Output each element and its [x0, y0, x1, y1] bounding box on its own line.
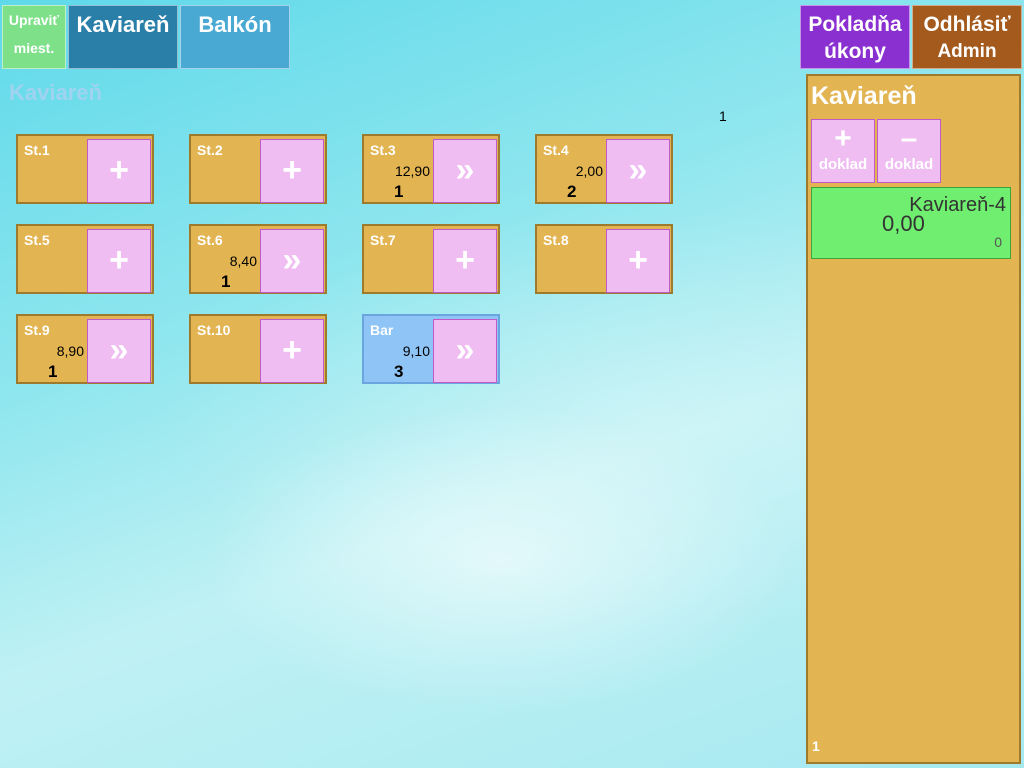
enter-table-chevron-button[interactable]: »	[433, 139, 497, 203]
table-name: St.5	[24, 232, 50, 248]
add-receipt-button[interactable]: + doklad	[811, 119, 875, 183]
edit-places-button[interactable]: Upraviť miest.	[2, 5, 66, 69]
table-receipt-count: 1	[221, 272, 231, 291]
edit-places-label-1: Upraviť	[8, 12, 60, 28]
open-table-plus-button[interactable]: +	[260, 319, 324, 383]
tab-balkon[interactable]: Balkón	[180, 5, 290, 69]
open-table-plus-button[interactable]: +	[87, 229, 151, 293]
table-amount: 9,10	[402, 343, 430, 359]
table-tile-st7[interactable]: St.7 +	[362, 224, 500, 294]
table-name: St.6	[197, 232, 223, 248]
table-tile-st3[interactable]: St.3 12,90 1 »	[362, 134, 500, 204]
table-tile-st9[interactable]: St.9 8,90 1 »	[16, 314, 154, 384]
table-name: St.1	[24, 142, 50, 158]
enter-table-chevron-button[interactable]: »	[87, 319, 151, 383]
table-name: St.9	[24, 322, 50, 338]
remove-receipt-label: doklad	[884, 156, 934, 173]
tab-kaviaren[interactable]: Kaviareň	[68, 5, 178, 69]
remove-receipt-button[interactable]: – doklad	[877, 119, 941, 183]
page-indicator: 1	[719, 108, 727, 124]
receipts-panel: Kaviareň + doklad – doklad Kaviareň-4 0,…	[806, 74, 1021, 764]
receipt-card[interactable]: Kaviareň-4 0,00 0	[811, 187, 1011, 259]
table-tile-st2[interactable]: St.2 +	[189, 134, 327, 204]
table-receipt-count: 1	[48, 362, 58, 381]
table-amount: 8,90	[56, 343, 84, 359]
enter-table-chevron-button[interactable]: »	[260, 229, 324, 293]
table-name: St.7	[370, 232, 396, 248]
table-tile-bar[interactable]: Bar 9,10 3 »	[362, 314, 500, 384]
enter-table-chevron-button[interactable]: »	[433, 319, 497, 383]
plus-icon: +	[834, 122, 852, 155]
add-receipt-label: doklad	[818, 156, 868, 173]
table-tile-st6[interactable]: St.6 8,40 1 »	[189, 224, 327, 294]
logout-button[interactable]: Odhlásiť Admin	[912, 5, 1022, 69]
receipt-name: Kaviareň-4	[909, 194, 1006, 216]
table-amount: 12,90	[394, 163, 430, 179]
open-table-plus-button[interactable]: +	[606, 229, 670, 293]
table-name: St.2	[197, 142, 223, 158]
table-name: Bar	[370, 322, 394, 338]
open-table-plus-button[interactable]: +	[87, 139, 151, 203]
table-tile-st8[interactable]: St.8 +	[535, 224, 673, 294]
table-amount: 8,40	[229, 253, 257, 269]
table-name: St.4	[543, 142, 569, 158]
table-tile-st1[interactable]: St.1 +	[16, 134, 154, 204]
panel-page-indicator: 1	[812, 738, 820, 754]
edit-places-label-2: miest.	[13, 40, 55, 56]
table-receipt-count: 1	[394, 182, 404, 201]
table-receipt-count: 2	[567, 182, 577, 201]
current-user: Admin	[937, 41, 997, 62]
panel-title: Kaviareň	[811, 82, 917, 110]
table-name: St.3	[370, 142, 396, 158]
logout-label: Odhlásiť	[923, 13, 1011, 36]
table-tile-st5[interactable]: St.5 +	[16, 224, 154, 294]
minus-icon: –	[900, 122, 918, 155]
receipt-item-count: 0	[994, 234, 1002, 250]
enter-table-chevron-button[interactable]: »	[606, 139, 670, 203]
tab-balkon-label: Balkón	[198, 12, 272, 37]
tab-kaviaren-label: Kaviareň	[76, 12, 170, 37]
table-tile-st4[interactable]: St.4 2,00 2 »	[535, 134, 673, 204]
table-receipt-count: 3	[394, 362, 404, 381]
table-name: St.8	[543, 232, 569, 248]
cash-register-label-1: Pokladňa	[808, 13, 902, 36]
table-name: St.10	[197, 322, 231, 338]
cash-register-label-2: úkony	[824, 40, 886, 63]
table-amount: 2,00	[575, 163, 603, 179]
table-tile-st10[interactable]: St.10 +	[189, 314, 327, 384]
open-table-plus-button[interactable]: +	[433, 229, 497, 293]
open-table-plus-button[interactable]: +	[260, 139, 324, 203]
cash-register-actions-button[interactable]: Pokladňa úkony	[800, 5, 910, 69]
receipt-total: 0,00	[882, 211, 925, 236]
section-title: Kaviareň	[9, 80, 102, 105]
